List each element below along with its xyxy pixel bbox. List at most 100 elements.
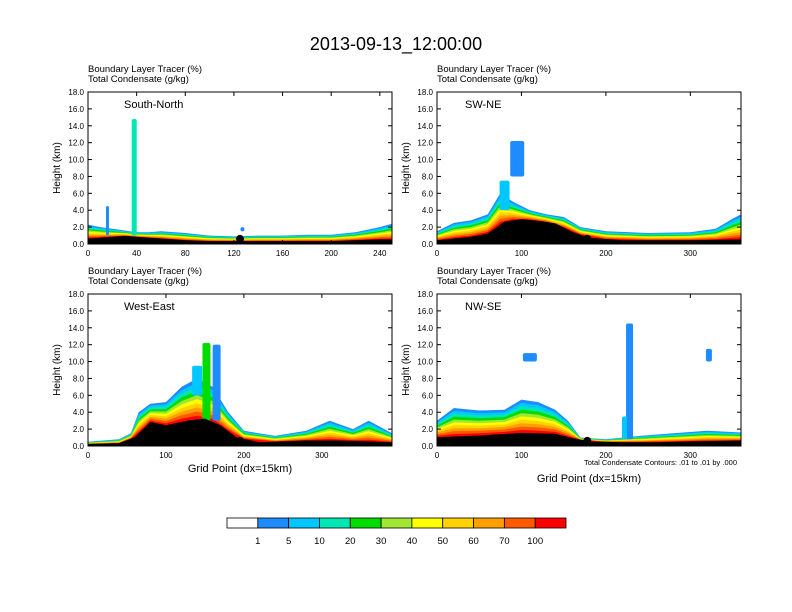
y-tick-label: 4.0 [73, 206, 85, 215]
y-tick-label: 4.0 [73, 408, 85, 417]
colorbar-swatch [288, 517, 320, 529]
panel-header-condensate: Total Condensate (g/kg) [437, 74, 538, 85]
x-tick-label: 200 [599, 451, 613, 460]
y-tick-label: 14.0 [417, 324, 433, 333]
x-tick-label: 120 [227, 249, 241, 258]
x-tick-label: 160 [276, 249, 290, 258]
convective-column [705, 348, 712, 362]
x-tick-label: 300 [684, 451, 698, 460]
terrain [88, 418, 392, 446]
x-tick-label: 100 [515, 249, 529, 258]
panel-header-tracer: Boundary Layer Tracer (%) [88, 266, 202, 277]
panel-south-north: Boundary Layer Tracer (%)Total Condensat… [52, 64, 393, 258]
center-marker [583, 436, 592, 445]
terrain [437, 432, 741, 446]
x-tick-label: 200 [237, 451, 251, 460]
x-tick-label: 0 [435, 451, 440, 460]
panel-name: NW-SE [465, 301, 501, 313]
panel-header-condensate: Total Condensate (g/kg) [88, 276, 189, 287]
x-tick-label: 200 [325, 249, 339, 258]
colorbar-label: 40 [407, 536, 418, 547]
colorbar-label: 10 [314, 536, 325, 547]
panel-name: SW-NE [465, 99, 501, 111]
colorbar-label: 100 [527, 536, 543, 547]
colorbar-label: 30 [376, 536, 387, 547]
x-tick-label: 300 [315, 451, 329, 460]
x-tick-label: 240 [373, 249, 387, 258]
panel-west-east: Boundary Layer Tracer (%)Total Condensat… [52, 266, 393, 475]
panel-name: South-North [124, 99, 183, 111]
plot-frame [87, 91, 393, 245]
colorbar-label: 50 [437, 536, 448, 547]
y-tick-label: 8.0 [73, 172, 85, 181]
panel-name: West-East [124, 301, 175, 313]
convective-column [202, 342, 211, 421]
y-tick-label: 16.0 [68, 105, 84, 114]
figure-title: 2013-09-13_12:00:00 [310, 34, 482, 55]
y-tick-label: 10.0 [417, 358, 433, 367]
y-axis-label: Height (km) [52, 142, 63, 194]
convective-column [510, 140, 525, 177]
convective-column [626, 323, 634, 440]
y-tick-label: 14.0 [417, 122, 433, 131]
panel-sw-ne: Boundary Layer Tracer (%)Total Condensat… [401, 64, 742, 258]
colorbar-label: 20 [345, 536, 356, 547]
y-tick-label: 2.0 [422, 223, 434, 232]
convective-column [131, 119, 137, 236]
x-tick-label: 300 [684, 249, 698, 258]
plot-area [437, 140, 741, 244]
y-tick-label: 10.0 [68, 358, 84, 367]
contour-note: Total Condensate Contours: .01 to .01 by… [584, 458, 737, 467]
convective-column [212, 344, 221, 421]
convective-column [105, 206, 109, 236]
y-tick-label: 6.0 [73, 391, 85, 400]
panel-header-condensate: Total Condensate (g/kg) [88, 74, 189, 85]
y-tick-label: 8.0 [422, 172, 434, 181]
y-axis-label: Height (km) [52, 344, 63, 396]
convective-column [240, 227, 245, 232]
y-tick-label: 18.0 [417, 88, 433, 97]
plot-area [437, 323, 741, 446]
colorbar-swatch [411, 517, 444, 529]
y-tick-label: 4.0 [422, 206, 434, 215]
x-tick-label: 100 [159, 451, 173, 460]
y-tick-label: 6.0 [73, 189, 85, 198]
y-tick-label: 10.0 [68, 156, 84, 165]
convective-column [621, 416, 627, 440]
colorbar-swatch [473, 517, 505, 529]
y-tick-label: 12.0 [68, 139, 84, 148]
y-tick-label: 10.0 [417, 156, 433, 165]
y-tick-label: 6.0 [422, 391, 434, 400]
colorbar-swatch [534, 517, 567, 529]
x-tick-label: 0 [435, 249, 440, 258]
x-tick-label: 0 [86, 249, 91, 258]
panel-header-tracer: Boundary Layer Tracer (%) [88, 64, 202, 75]
y-tick-label: 4.0 [422, 408, 434, 417]
x-tick-label: 0 [86, 451, 91, 460]
y-tick-label: 12.0 [68, 341, 84, 350]
convective-column [192, 365, 203, 396]
colorbar-swatch [226, 517, 259, 529]
terrain [88, 235, 392, 244]
y-tick-label: 0.0 [73, 240, 85, 249]
y-tick-label: 0.0 [73, 442, 85, 451]
y-tick-label: 2.0 [73, 223, 85, 232]
colorbar-swatch [442, 517, 474, 529]
colorbar-swatch [349, 517, 382, 529]
colorbar-label: 70 [499, 536, 510, 547]
colorbar: 1 5 10 20 30 40 50 60 70 100 [226, 517, 567, 547]
y-tick-label: 0.0 [422, 240, 434, 249]
panels: Boundary Layer Tracer (%)Total Condensat… [52, 64, 742, 485]
x-tick-label: 100 [515, 451, 529, 460]
center-marker [583, 234, 592, 243]
colorbar-swatch [380, 517, 413, 529]
colorbar-label: 5 [286, 536, 291, 547]
colorbar-swatch [257, 517, 290, 529]
y-tick-label: 2.0 [73, 425, 85, 434]
y-tick-label: 18.0 [417, 290, 433, 299]
panel-header-tracer: Boundary Layer Tracer (%) [437, 64, 551, 75]
plot-area [88, 342, 392, 446]
y-tick-label: 16.0 [417, 307, 433, 316]
x-axis-label: Grid Point (dx=15km) [537, 473, 641, 485]
